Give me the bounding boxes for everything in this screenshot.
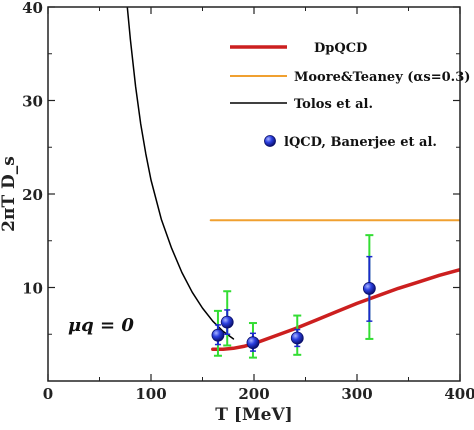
mu-q-annotation: μq = 0 (68, 315, 134, 336)
legend-label-1: Moore&Teaney (αs=0.3) (294, 70, 470, 85)
data-point-4 (362, 282, 376, 295)
x-tick-label-4: 400 (444, 385, 474, 403)
legend-label-0: DpQCD (314, 41, 367, 56)
data-point-2 (246, 336, 260, 350)
data-point-1 (220, 315, 234, 329)
legend-swatch-3 (264, 135, 276, 147)
x-tick-label-1: 100 (135, 385, 166, 403)
series-line-2 (126, 7, 235, 340)
y-tick-label-3: 40 (22, 0, 43, 17)
x-tick-label-0: 0 (43, 385, 53, 403)
data-point-3 (290, 331, 304, 345)
x-tick-label-2: 200 (238, 385, 269, 403)
series-layer (126, 7, 460, 359)
legend-label-2: Tolos et al. (294, 97, 373, 112)
y-axis-title: 2πT D_s (0, 156, 19, 232)
y-tick-label-2: 30 (22, 93, 43, 111)
y-tick-label-1: 20 (22, 186, 43, 204)
data-point-0 (211, 328, 225, 342)
legend: DpQCD Moore&Teaney (αs=0.3) Tolos et al. lQ… (230, 41, 470, 150)
series-line-0 (211, 267, 460, 351)
legend-label-3: lQCD, Banerjee et al. (284, 135, 437, 150)
x-tick-label-3: 300 (341, 385, 372, 403)
ticks-layer: 0 100 200 300 400 10 20 30 40 (22, 0, 474, 403)
x-axis-title: T [MeV] (215, 405, 292, 425)
y-tick-label-0: 10 (22, 280, 43, 298)
